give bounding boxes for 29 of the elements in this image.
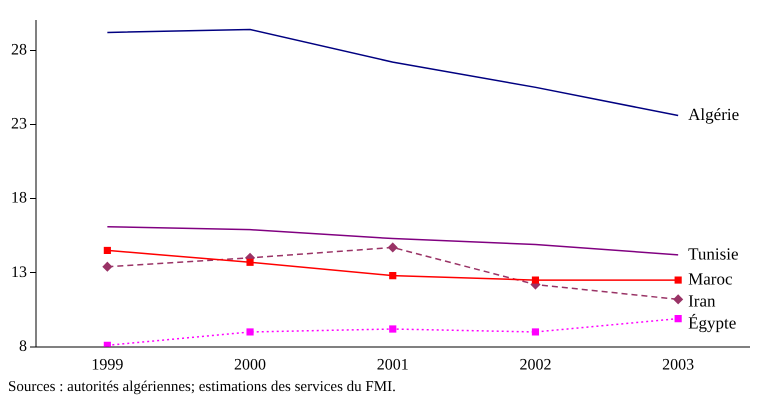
series-label: Égypte — [688, 314, 736, 333]
series-label: Algérie — [688, 104, 740, 124]
point — [674, 276, 682, 284]
point — [389, 272, 396, 280]
point — [104, 342, 111, 347]
x-tick-label: 2000 — [234, 356, 266, 374]
series-label: Maroc — [688, 270, 733, 289]
point — [104, 246, 111, 254]
series-label: Tunisie — [688, 244, 739, 264]
y-tick-label: 28 — [11, 41, 27, 58]
point — [388, 242, 398, 252]
source-note: Sources : autorités algériennes; estimations des services du FMI. — [8, 378, 397, 396]
point — [246, 258, 254, 266]
series-label: Iran — [688, 292, 716, 311]
y-tick-label: 13 — [11, 264, 27, 281]
point — [532, 328, 540, 336]
y-tick-label: 8 — [19, 338, 27, 356]
point — [102, 262, 112, 272]
y-tick-label: 18 — [11, 190, 27, 207]
x-tick-label: 2003 — [662, 356, 694, 374]
point — [674, 315, 682, 322]
point — [246, 328, 254, 336]
x-tick-label: 1999 — [91, 356, 124, 374]
x-tick-label: 2002 — [519, 356, 552, 374]
x-tick-label: 2001 — [376, 356, 409, 374]
point — [532, 276, 540, 284]
point — [673, 294, 683, 304]
point — [389, 325, 396, 333]
y-tick-label: 23 — [11, 116, 27, 133]
